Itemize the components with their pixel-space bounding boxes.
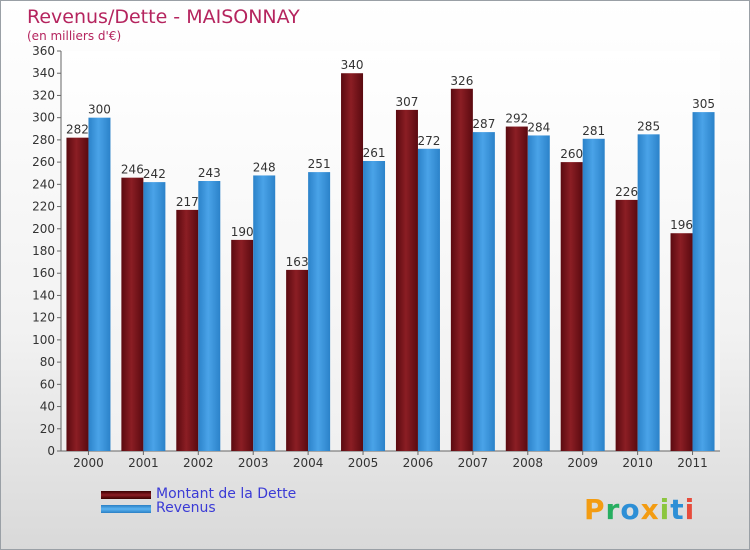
y-tick-label: 220 [32, 200, 55, 214]
x-tick-label: 2010 [622, 456, 653, 470]
bar-revenue [692, 112, 715, 451]
data-label-revenue: 305 [692, 97, 715, 111]
data-label-debt: 163 [286, 255, 309, 269]
x-tick-label: 2002 [183, 456, 214, 470]
x-tick-label: 2004 [293, 456, 324, 470]
logo-letter: i [659, 493, 671, 526]
data-label-revenue: 261 [363, 146, 386, 160]
legend-label-debt: Montant de la Dette [156, 486, 297, 502]
y-tick-label: 40 [40, 400, 55, 414]
y-tick-label: 200 [32, 222, 55, 236]
y-tick-label: 60 [40, 377, 55, 391]
bar-revenue [308, 172, 331, 451]
x-tick-label: 2005 [348, 456, 379, 470]
data-label-debt: 226 [615, 185, 638, 199]
data-label-debt: 282 [66, 123, 89, 137]
data-label-debt: 326 [450, 74, 473, 88]
data-label-debt: 196 [670, 218, 693, 232]
logo-letter: o [620, 493, 641, 526]
bar-debt [176, 209, 199, 451]
y-tick-label: 120 [32, 311, 55, 325]
plot-area [61, 51, 720, 451]
y-tick-label: 260 [32, 155, 55, 169]
bar-revenue [363, 161, 386, 451]
y-tick-label: 80 [40, 355, 55, 369]
y-tick-label: 280 [32, 133, 55, 147]
x-tick-label: 2006 [403, 456, 434, 470]
chart-subtitle: (en milliers d'€) [27, 29, 122, 43]
legend-swatch-debt [101, 491, 151, 499]
bar-debt [395, 109, 418, 451]
bar-revenue [527, 135, 550, 451]
y-tick-label: 20 [40, 422, 55, 436]
bar-revenue [472, 132, 495, 451]
y-tick-label: 100 [32, 333, 55, 347]
y-tick-label: 180 [32, 244, 55, 258]
data-label-revenue: 287 [472, 117, 495, 131]
data-label-revenue: 285 [637, 119, 660, 133]
bar-debt [505, 126, 528, 452]
logo-letter: t [670, 493, 685, 526]
bar-debt [66, 137, 89, 451]
x-tick-label: 2001 [128, 456, 159, 470]
data-label-debt: 260 [560, 147, 583, 161]
bar-debt [615, 199, 638, 451]
logo-letter: P [584, 493, 606, 526]
y-tick-label: 360 [32, 44, 55, 58]
bar-debt [341, 73, 364, 451]
data-label-debt: 217 [176, 195, 199, 209]
bar-debt [286, 269, 309, 451]
y-tick-label: 140 [32, 288, 55, 302]
bar-debt [231, 239, 254, 451]
data-label-debt: 246 [121, 163, 144, 177]
bar-revenue [143, 182, 166, 451]
y-tick-label: 340 [32, 66, 55, 80]
bar-debt [670, 233, 693, 451]
data-label-debt: 307 [396, 95, 419, 109]
data-label-revenue: 272 [418, 134, 441, 148]
logo-letter: i [684, 493, 696, 526]
y-tick-label: 160 [32, 266, 55, 280]
data-label-revenue: 243 [198, 166, 221, 180]
bar-debt [121, 177, 144, 451]
bar-revenue [637, 134, 660, 452]
x-tick-label: 2000 [73, 456, 104, 470]
x-tick-label: 2007 [458, 456, 489, 470]
data-label-revenue: 251 [308, 157, 331, 171]
bar-revenue [88, 117, 111, 452]
y-tick-label: 300 [32, 111, 55, 125]
x-tick-label: 2008 [513, 456, 544, 470]
bar-revenue [417, 148, 440, 451]
y-tick-label: 0 [47, 444, 55, 458]
data-label-revenue: 281 [582, 124, 605, 138]
proxiti-logo: Proxiti [584, 493, 695, 526]
bar-debt [450, 88, 473, 452]
data-label-debt: 340 [341, 58, 364, 72]
x-tick-label: 2011 [677, 456, 708, 470]
bar-revenue [198, 181, 221, 451]
data-label-revenue: 300 [88, 103, 111, 117]
data-label-debt: 292 [505, 112, 528, 126]
logo-letter: r [605, 493, 621, 526]
data-label-revenue: 242 [143, 167, 166, 181]
x-tick-label: 2003 [238, 456, 269, 470]
bar-debt [560, 162, 583, 451]
bar-revenue [582, 138, 605, 451]
data-label-revenue: 248 [253, 160, 276, 174]
y-tick-label: 320 [32, 88, 55, 102]
logo-letter: x [640, 493, 660, 526]
legend-label-revenue: Revenus [156, 500, 216, 516]
data-label-debt: 190 [231, 225, 254, 239]
legend-swatch-revenue [101, 505, 151, 513]
bar-revenue [253, 175, 276, 451]
y-tick-label: 240 [32, 177, 55, 191]
x-tick-label: 2009 [567, 456, 598, 470]
chart-title: Revenus/Dette - MAISONNAY [27, 6, 300, 28]
data-label-revenue: 284 [527, 120, 550, 134]
